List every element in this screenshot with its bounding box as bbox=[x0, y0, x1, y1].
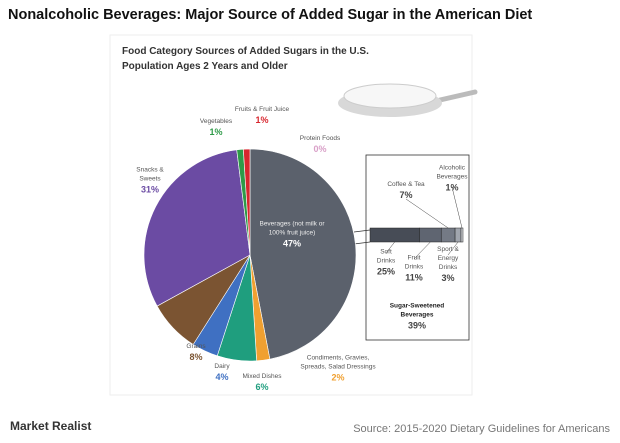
value-label: 25% bbox=[376, 266, 395, 277]
leader-line bbox=[385, 241, 395, 254]
bar-segment bbox=[460, 227, 464, 243]
category-label: Beverages (not milk or 100% fruit juice) bbox=[259, 220, 325, 237]
slice-label: Snacks & Sweets 31% bbox=[130, 166, 170, 195]
category-label: Protein Foods bbox=[299, 135, 341, 142]
pie-slice bbox=[243, 148, 251, 256]
pie-slice bbox=[249, 148, 357, 360]
slice-label: Dairy 4% bbox=[207, 362, 237, 382]
value-label: 39% bbox=[407, 320, 426, 331]
category-label: Alcoholic Beverages bbox=[436, 164, 468, 181]
connector bbox=[353, 241, 371, 245]
connector bbox=[353, 229, 371, 233]
value-label: 11% bbox=[405, 272, 423, 283]
brand-logo: Market Realist bbox=[10, 419, 92, 433]
slice-label: Mixed Dishes 6% bbox=[242, 372, 282, 392]
slice-label: Soft Drinks 25% bbox=[371, 248, 401, 277]
bar-segment bbox=[440, 227, 456, 243]
category-label: Sport & Energy Drinks bbox=[437, 246, 459, 271]
category-label: Mixed Dishes bbox=[242, 373, 282, 380]
slice-label: Coffee & Tea 7% bbox=[386, 180, 426, 200]
value-label: 6% bbox=[255, 382, 269, 392]
slice-label: Protein Foods 0% bbox=[295, 134, 345, 154]
category-label: Dairy bbox=[214, 363, 230, 370]
category-label: Condiments, Gravies, Spreads, Salad Dres… bbox=[300, 354, 376, 371]
pie-slice bbox=[143, 149, 251, 307]
value-label: 3% bbox=[441, 273, 455, 283]
value-label: 31% bbox=[140, 184, 159, 195]
leader-line bbox=[405, 198, 449, 229]
category-label: Snacks & Sweets bbox=[136, 166, 164, 183]
image-frame bbox=[109, 34, 473, 396]
value-label: 47% bbox=[282, 238, 301, 249]
slice-label: Condiments, Gravies, Spreads, Salad Dres… bbox=[298, 354, 378, 383]
value-label: 4% bbox=[215, 372, 229, 382]
slice-label: Vegetables 1% bbox=[194, 117, 239, 137]
category-label: Vegetables bbox=[199, 118, 233, 125]
spoon-illustration bbox=[338, 83, 478, 117]
source-note: Source: 2015-2020 Dietary Guidelines for… bbox=[353, 423, 610, 435]
slice-label: Sport & Energy Drinks 3% bbox=[432, 245, 464, 283]
value-label: 8% bbox=[189, 352, 203, 362]
category-label: Coffee & Tea bbox=[387, 181, 425, 188]
chart-title: Food Category Sources of Added Sugars in… bbox=[122, 46, 369, 72]
category-label: Fruits & Fruit Juice bbox=[234, 106, 290, 113]
category-label: Sugar-Sweetened Beverages bbox=[389, 302, 445, 319]
leader-line bbox=[447, 241, 459, 256]
breakdown-box bbox=[365, 154, 470, 341]
slice-label: Sugar-Sweetened Beverages 39% bbox=[377, 302, 457, 331]
slice-label: Fruit Drinks 11% bbox=[399, 254, 429, 283]
category-label: Grains bbox=[186, 343, 206, 350]
category-label: Soft Drinks bbox=[376, 248, 396, 265]
value-label: 1% bbox=[445, 182, 459, 193]
leader-line bbox=[413, 241, 431, 260]
bar-segment bbox=[454, 227, 462, 243]
leader-line bbox=[451, 186, 463, 229]
slice-label: Beverages (not milk or 100% fruit juice)… bbox=[257, 220, 327, 249]
slice-label: Grains 8% bbox=[176, 342, 216, 362]
bar-segment bbox=[369, 227, 420, 243]
value-label: 2% bbox=[331, 372, 345, 383]
value-label: 1% bbox=[255, 115, 269, 125]
value-label: 1% bbox=[209, 127, 223, 137]
category-label: Fruit Drinks bbox=[404, 254, 424, 271]
slice-label: Alcoholic Beverages 1% bbox=[432, 164, 472, 193]
value-label: 0% bbox=[313, 144, 327, 154]
slice-label: Fruits & Fruit Juice 1% bbox=[232, 105, 292, 125]
page-title: Nonalcoholic Beverages: Major Source of … bbox=[8, 7, 533, 23]
value-label: 7% bbox=[399, 190, 413, 200]
bar-segment bbox=[419, 227, 442, 243]
